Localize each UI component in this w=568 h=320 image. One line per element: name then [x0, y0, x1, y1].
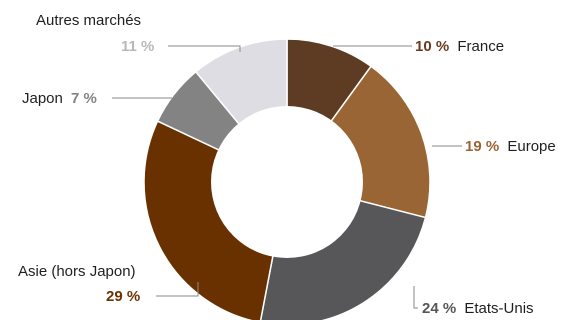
name-europe: Europe — [507, 138, 555, 155]
name-asie: Asie (hors Japon) — [18, 263, 136, 280]
leader-line-autres — [168, 45, 241, 52]
name-japon: Japon — [22, 90, 63, 107]
name-autres: Autres marchés — [36, 12, 141, 29]
pct-japon: 7 % — [71, 90, 97, 107]
leader-line-asie — [156, 282, 199, 297]
label-europe: 19 % Europe — [465, 138, 556, 155]
pct-asie: 29 % — [106, 288, 140, 305]
pct-autres: 11 % — [121, 38, 154, 55]
name-usa: Etats-Unis — [464, 300, 533, 317]
leader-line-usa — [413, 286, 418, 309]
pct-europe: 19 % — [465, 138, 499, 155]
pct-france: 10 % — [415, 38, 449, 55]
name-france: France — [457, 38, 504, 55]
label-france: 10 % France — [415, 38, 504, 55]
donut-hole — [211, 106, 363, 258]
label-japon: Japon 7 % — [22, 90, 97, 107]
label-usa: 24 % Etats-Unis — [422, 300, 534, 317]
pct-usa: 24 % — [422, 300, 456, 317]
